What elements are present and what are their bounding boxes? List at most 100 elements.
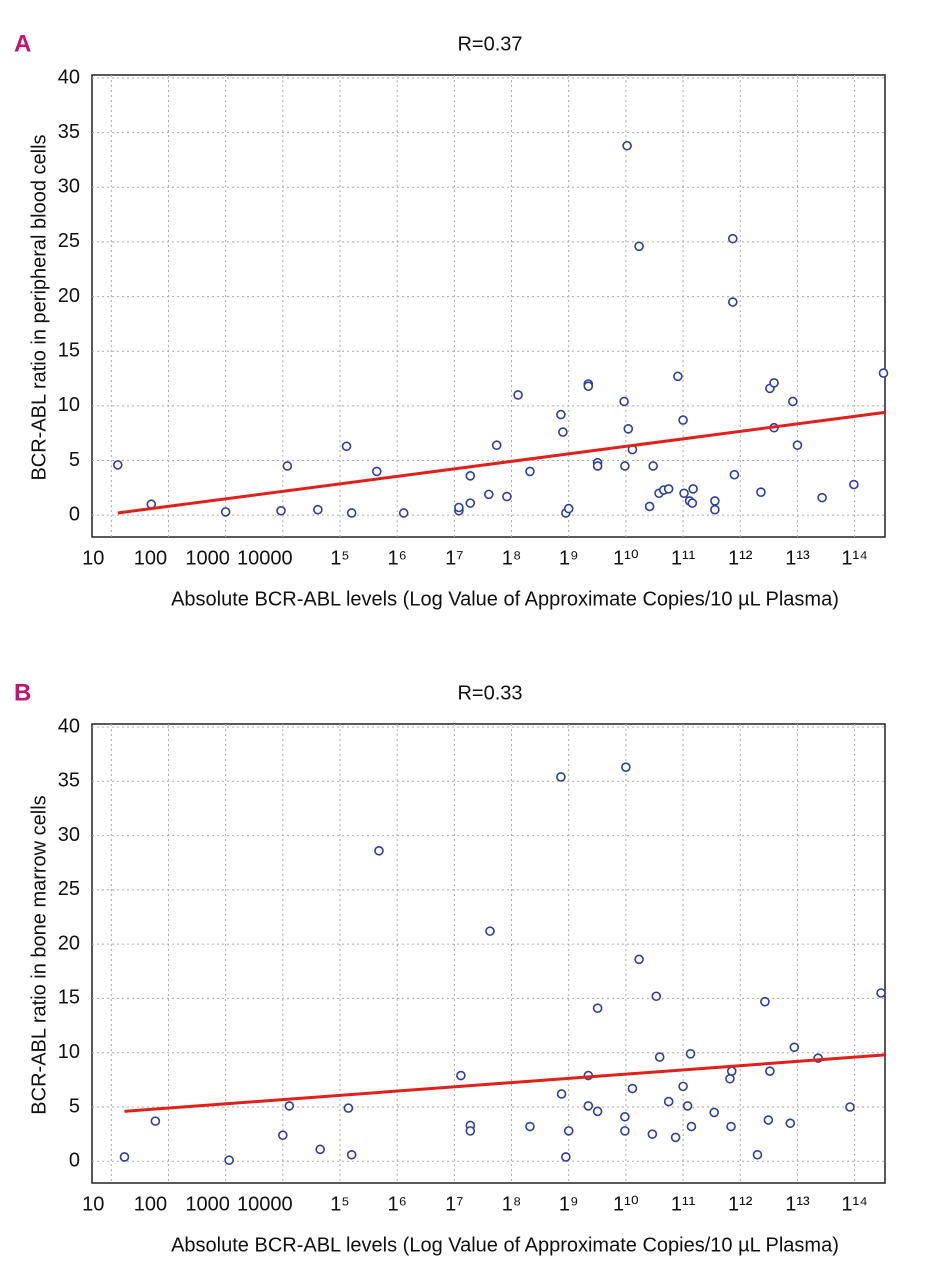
x-tick-label: 1¹³ [785,1193,810,1215]
panel-label: A [14,30,31,57]
y-axis-label: BCR-ABL ratio in bone marrow cells [28,795,50,1114]
data-point [276,505,286,516]
data-point [313,504,323,515]
x-tick-label: 100 [134,547,167,569]
plot-area [91,74,886,538]
data-point [592,461,603,471]
y-tick-label: 0 [69,503,80,525]
data-point [583,381,594,391]
data-point [752,1149,763,1160]
y-tick-label: 30 [58,176,80,198]
data-point [112,460,123,470]
data-point [556,1089,567,1099]
trend-line [117,410,886,515]
y-tick-label: 10 [58,1041,80,1063]
data-point [682,1101,693,1111]
data-point [620,461,630,471]
y-tick-label: 5 [69,1095,80,1117]
data-point [150,1116,161,1126]
y-tick-label: 20 [58,285,80,307]
x-axis-label: Absolute BCR-ABL levels (Log Value of Ap… [171,588,839,610]
data-point [119,1152,130,1162]
data-point [592,1106,603,1117]
y-tick-label: 35 [58,770,80,792]
chart-title: R=0.33 [457,682,522,704]
x-tick-label: 1¹² [728,547,753,569]
x-tick-label: 10 [82,547,104,569]
data-point [483,489,494,500]
data-point [592,1003,603,1014]
y-tick-label: 10 [58,394,80,416]
y-tick-label: 5 [69,449,80,471]
data-point [688,484,698,494]
x-tick-label: 1¹¹ [671,547,696,569]
data-point [785,1118,796,1129]
y-tick-label: 35 [58,121,80,143]
data-point [374,845,384,856]
data-point [727,233,738,244]
data-point [654,1052,665,1062]
data-point [465,470,476,481]
y-axis-label: BCR-ABL ratio in peripheral blood cells [28,134,50,480]
data-point [343,1103,354,1113]
data-point [647,1129,658,1139]
data-point [648,461,658,471]
data-point [456,1070,466,1081]
plot-area [91,723,886,1184]
data-point [729,469,740,480]
data-point [621,762,631,772]
data-point [371,466,382,477]
y-tick-label: 15 [58,987,80,1009]
data-point [756,487,766,497]
data-point [849,479,859,490]
data-point [513,390,523,400]
data-point [651,991,662,1002]
data-point [525,466,535,477]
x-tick-label: 1⁵ [330,1193,349,1215]
data-point [788,396,798,407]
data-point [634,954,644,965]
x-tick-label: 1¹⁰ [613,1193,639,1215]
data-point [224,1155,234,1165]
data-point [346,1149,357,1160]
y-tick-label: 25 [58,878,80,900]
data-point [792,440,803,451]
x-tick-label: 1⁵ [330,547,349,569]
y-tick-label: 15 [58,339,80,361]
x-tick-label: 1000 [185,547,230,569]
data-point [220,507,231,517]
data-point [726,1121,736,1132]
data-point [765,1066,775,1076]
data-point [558,427,568,437]
data-point [485,926,495,936]
data-point [789,1042,800,1053]
data-point [622,140,632,151]
x-tick-label: 10000 [237,1193,293,1215]
data-point [398,508,409,518]
data-point [627,1083,638,1094]
data-point [760,996,770,1007]
data-point [619,396,629,407]
y-tick-label: 40 [58,66,80,88]
data-point [465,1126,476,1136]
data-point [663,1096,674,1107]
y-tick-label: 0 [69,1150,80,1172]
data-point [710,496,720,506]
panel-label: B [14,679,31,706]
data-point [563,503,574,514]
data-point [763,1115,774,1125]
y-tick-label: 40 [58,715,80,737]
data-point [620,1126,630,1136]
data-point [282,461,293,471]
data-point [876,988,886,998]
data-point [686,1121,697,1132]
data-point [502,491,512,502]
data-point [623,424,634,434]
x-tick-label: 1⁶ [387,1193,406,1215]
data-point [620,1111,630,1122]
data-point [678,1081,688,1092]
data-point [769,378,779,388]
x-tick-label: 100 [134,1193,167,1215]
data-point [491,440,502,451]
